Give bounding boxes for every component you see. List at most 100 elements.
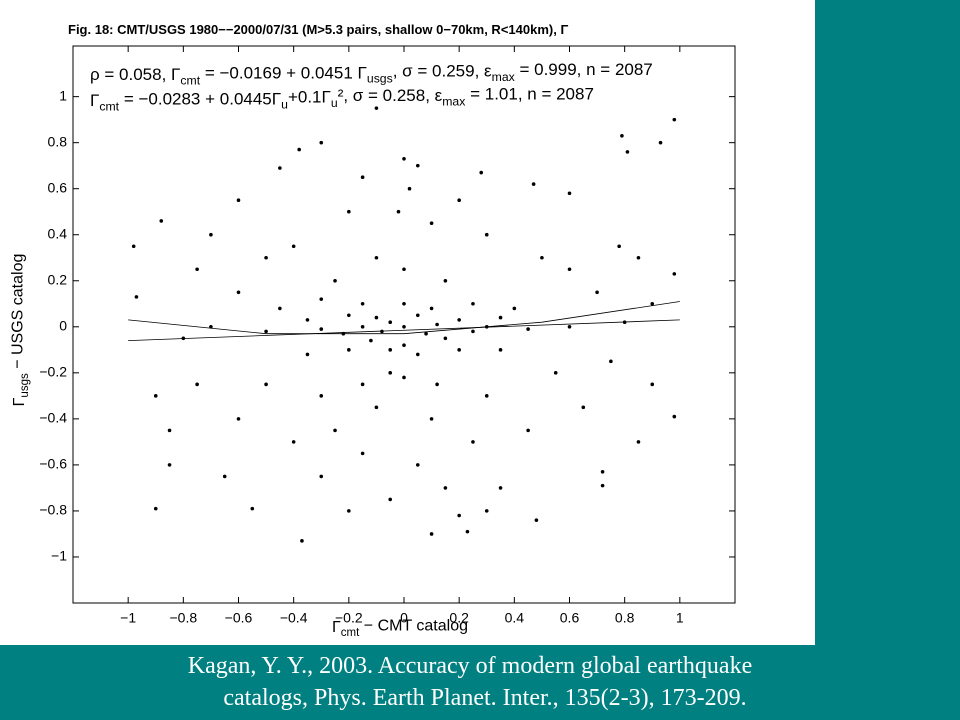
- scatter-point: [443, 336, 448, 341]
- scatter-point: [658, 140, 663, 145]
- scatter-point: [540, 255, 544, 260]
- x-tick-label: 0: [400, 609, 408, 625]
- subscript: cmt: [180, 73, 200, 87]
- caption-line: Kagan, Y. Y., 2003. Accuracy of modern g…: [188, 653, 753, 679]
- x-tick-label: −0.8: [170, 609, 198, 625]
- scatter-point: [650, 301, 655, 306]
- scatter-point: [484, 509, 489, 513]
- scatter-point: [250, 506, 255, 511]
- scatter-point: [424, 331, 428, 336]
- subscript: cmt: [99, 99, 119, 113]
- scatter-point: [388, 348, 393, 352]
- scatter-point: [415, 313, 420, 318]
- scatter-point: [333, 428, 337, 433]
- scatter-point: [347, 209, 351, 214]
- y-tick-label: −0.6: [39, 456, 67, 472]
- y-tick-label: −0.4: [39, 410, 67, 426]
- scatter-point: [415, 163, 420, 168]
- scatter-point: [278, 166, 282, 170]
- x-tick-label: −0.6: [225, 609, 253, 625]
- scatter-point: [435, 382, 439, 387]
- subscript: max: [442, 94, 465, 108]
- scatter-point: [600, 470, 605, 474]
- scatter-point: [297, 147, 301, 152]
- scatter-point: [195, 382, 199, 387]
- scatter-point: [429, 417, 434, 421]
- annotation: ρ = 0.058, Γcmt = −0.0169 + 0.0451 Γusgs…: [90, 60, 653, 87]
- scatter-point: [236, 417, 241, 421]
- subscript: u: [331, 96, 338, 110]
- scatter-point: [484, 394, 489, 398]
- scatter-point: [347, 509, 351, 513]
- scatter-point: [319, 474, 324, 479]
- scatter-point: [498, 315, 503, 320]
- scatter-point: [484, 232, 489, 237]
- x-tick-label: −1: [120, 609, 136, 625]
- scatter-point: [153, 506, 158, 511]
- scatter-point: [264, 255, 268, 260]
- scatter-point: [471, 440, 475, 444]
- y-tick-label: 0: [59, 318, 67, 334]
- scatter-point: [617, 244, 621, 249]
- scatter-point: [402, 375, 406, 380]
- x-tick-label: 1: [676, 609, 684, 625]
- scatter-point: [291, 244, 296, 249]
- scatter-point: [498, 348, 503, 352]
- x-tick-label: 0.4: [505, 609, 525, 625]
- scatter-point: [471, 329, 475, 334]
- scatter-point: [347, 348, 351, 352]
- scatter-point: [319, 327, 324, 331]
- scatter-point: [457, 318, 461, 322]
- scatter-point: [374, 315, 379, 320]
- scatter-point: [374, 255, 379, 260]
- scatter-point: [581, 405, 586, 410]
- scatter-point: [209, 232, 213, 237]
- scatter-point: [347, 313, 351, 318]
- scatter-point: [636, 440, 641, 444]
- scatter-point: [153, 394, 158, 398]
- scatter-point: [429, 221, 434, 226]
- scatter-point: [429, 306, 434, 311]
- x-tick-label: 0.2: [449, 609, 469, 625]
- y-tick-label: −0.2: [39, 364, 67, 380]
- scatter-point: [369, 338, 373, 343]
- scatter-point: [402, 156, 406, 161]
- scatter-point: [134, 295, 139, 299]
- scatter-point: [402, 267, 406, 272]
- y-tick-label: −0.8: [39, 502, 67, 518]
- x-tick-label: 0.6: [560, 609, 580, 625]
- scatter-point: [374, 106, 379, 110]
- text-piece: − CMT catalog: [359, 617, 468, 634]
- scatter-point: [388, 497, 393, 502]
- text-piece: Γ: [332, 619, 341, 636]
- scatter-point: [600, 483, 605, 488]
- scatter-point: [526, 428, 530, 433]
- scatter-point: [553, 371, 558, 375]
- scatter-point: [131, 244, 136, 249]
- scatter-point: [415, 352, 420, 357]
- scatter-point: [595, 290, 599, 295]
- text-piece: Γ: [90, 91, 99, 110]
- text-piece: Γ: [11, 397, 28, 406]
- scatter-point: [236, 290, 241, 295]
- annotation: Γcmt = −0.0283 + 0.0445Γu+0.1Γu², σ = 0.…: [90, 84, 594, 113]
- x-tick-label: −0.4: [280, 609, 308, 625]
- scatter-point: [278, 306, 282, 311]
- scatter-point: [319, 140, 324, 145]
- y-axis-label: Γusgs − USGS catalog: [9, 254, 31, 407]
- text-piece: − USGS catalog: [9, 254, 26, 374]
- scatter-point: [305, 318, 310, 322]
- scatter-point: [264, 329, 268, 334]
- x-tick-label: 0.8: [615, 609, 635, 625]
- scatter-point: [567, 191, 572, 196]
- text-piece: +0.1Γ: [288, 88, 331, 107]
- scatter-point: [300, 539, 304, 543]
- scatter-point: [360, 301, 365, 306]
- scatter-point: [291, 440, 296, 444]
- scatter-point: [609, 359, 613, 364]
- text-piece: = 0.999, n = 2087: [515, 60, 653, 79]
- scatter-point: [625, 150, 630, 154]
- scatter-point: [471, 301, 475, 306]
- text-piece: ρ = 0.058, Γ: [90, 65, 180, 84]
